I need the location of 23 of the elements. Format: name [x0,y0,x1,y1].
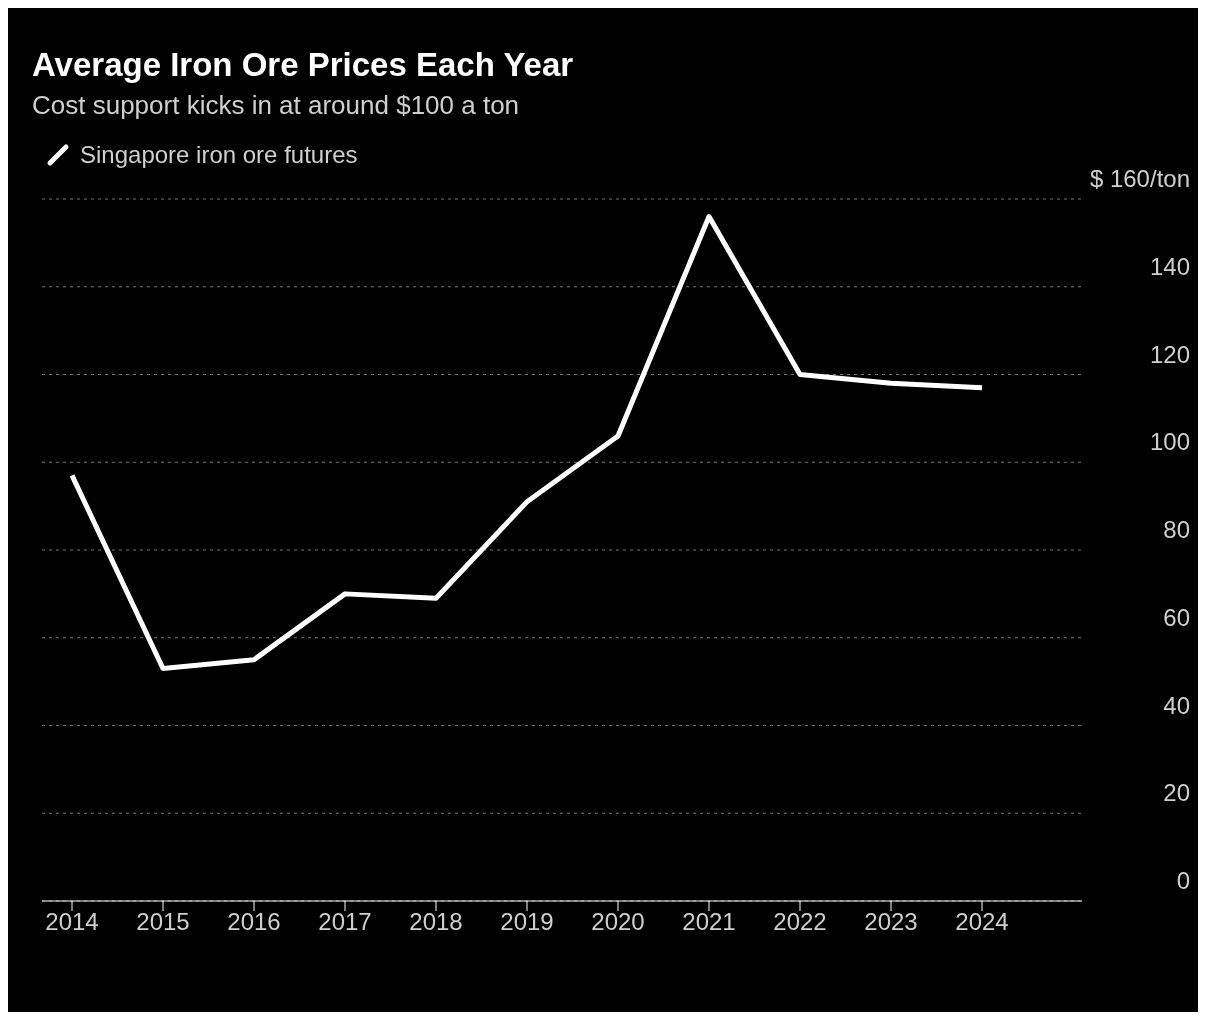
legend-label: Singapore iron ore futures [80,141,358,169]
y-tick-label: 100 [1149,428,1190,456]
x-tick-label: 2022 [773,908,827,936]
y-tick-label: 140 [1149,252,1190,280]
y-tick-label: 60 [1163,603,1190,631]
x-tick-label: 2019 [500,908,554,936]
chart-title: Average Iron Ore Prices Each Year [32,46,575,84]
y-tick-label: 80 [1163,516,1190,543]
chart-subtitle: Cost support kicks in at around $100 a ton [32,90,521,121]
y-tick-label: 120 [1149,340,1190,368]
x-tick-label: 2015 [136,908,190,936]
y-tick-label: $ 160/ton [1089,165,1190,192]
y-tick-label: 0 [1176,867,1190,894]
x-tick-label: 2017 [318,908,372,936]
x-tick-label: 2024 [955,908,1009,936]
x-tick-label: 2018 [409,908,463,936]
x-tick-label: 2020 [591,908,645,936]
x-tick-label: 2023 [864,908,918,936]
y-tick-label: 40 [1163,691,1190,719]
x-tick-label: 2016 [227,908,281,936]
x-tick-label: 2014 [45,908,99,936]
y-tick-label: 20 [1163,779,1190,807]
x-tick-label: 2021 [682,908,736,936]
